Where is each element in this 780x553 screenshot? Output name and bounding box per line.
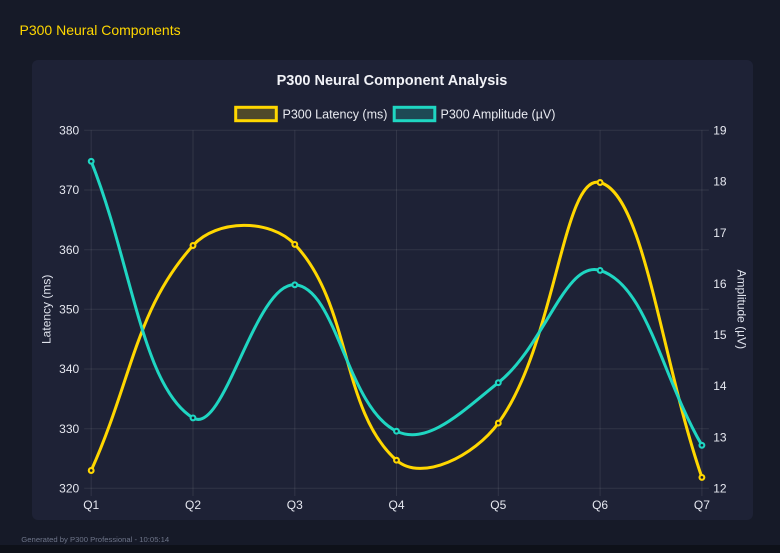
svg-text:Q3: Q3 [287, 498, 303, 512]
svg-text:P300 Neural Component Analysis: P300 Neural Component Analysis [277, 73, 508, 89]
svg-text:320: 320 [59, 482, 79, 496]
svg-text:Q6: Q6 [592, 498, 608, 512]
svg-text:Q4: Q4 [388, 498, 404, 512]
svg-text:Latency (ms): Latency (ms) [39, 275, 53, 344]
svg-text:16: 16 [713, 277, 727, 291]
svg-text:18: 18 [713, 175, 727, 189]
svg-text:P300 Amplitude (µV): P300 Amplitude (µV) [441, 107, 556, 121]
svg-text:Q1: Q1 [83, 498, 99, 512]
svg-text:17: 17 [713, 226, 727, 240]
svg-text:Q2: Q2 [185, 498, 201, 512]
svg-text:14: 14 [713, 379, 727, 393]
svg-text:Generated by P300 Professional: Generated by P300 Professional - 10:05:1… [21, 535, 170, 544]
svg-text:P300 Latency (ms): P300 Latency (ms) [283, 107, 388, 121]
svg-text:380: 380 [59, 124, 79, 138]
svg-text:350: 350 [59, 303, 79, 317]
svg-text:360: 360 [59, 243, 79, 257]
svg-text:P300 Neural Components: P300 Neural Components [20, 22, 181, 38]
svg-text:370: 370 [59, 183, 79, 197]
svg-text:340: 340 [59, 362, 79, 376]
svg-text:Amplitude (µV): Amplitude (µV) [734, 269, 748, 349]
svg-text:15: 15 [713, 328, 727, 342]
svg-text:13: 13 [713, 430, 727, 444]
svg-text:Q5: Q5 [490, 498, 506, 512]
svg-text:330: 330 [59, 422, 79, 436]
svg-text:Q7: Q7 [694, 498, 710, 512]
svg-text:19: 19 [713, 124, 727, 138]
svg-text:12: 12 [713, 482, 727, 496]
